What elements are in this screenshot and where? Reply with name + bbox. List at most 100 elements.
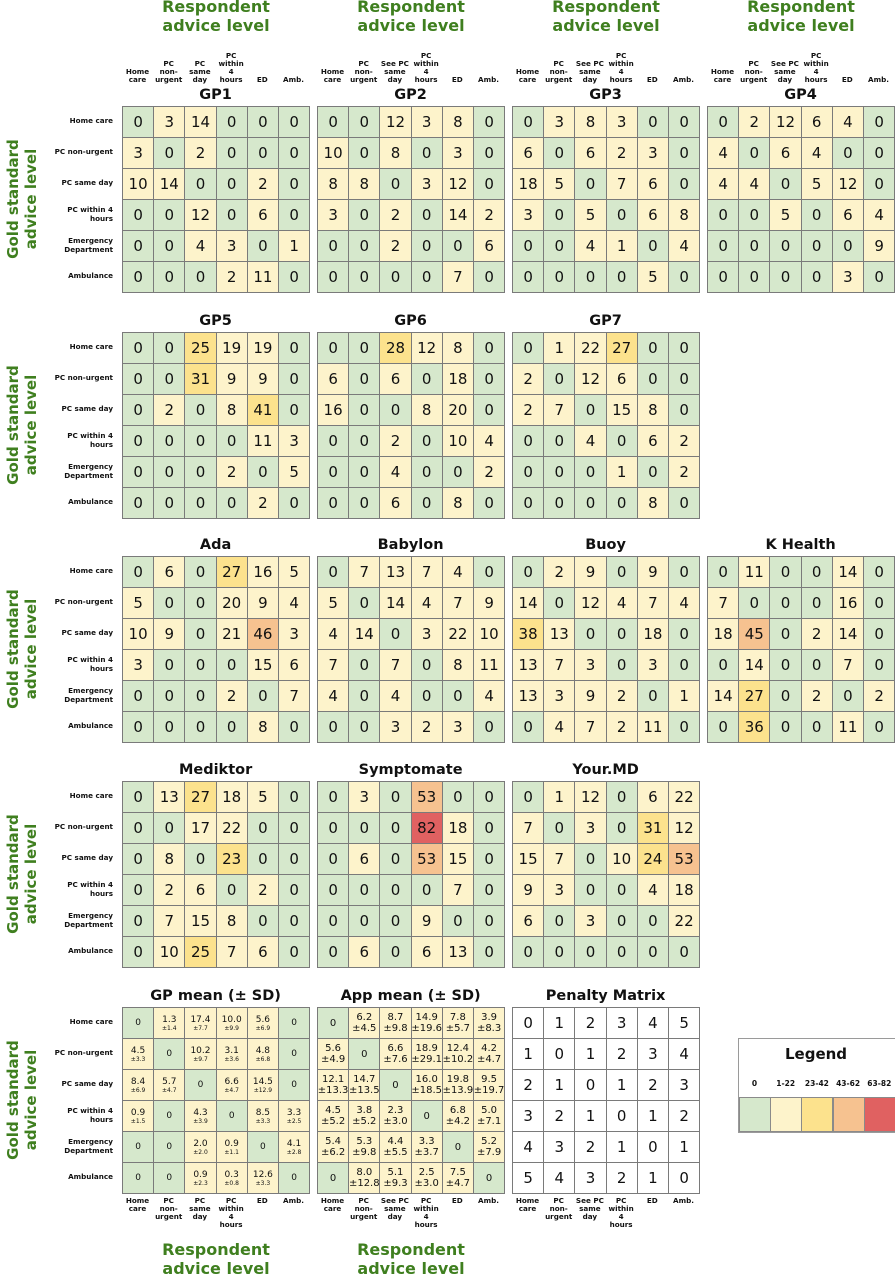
heatmap-cell: 0 bbox=[441, 905, 474, 937]
penalty-cell: 1 bbox=[574, 1100, 607, 1132]
cell-value: 4 bbox=[453, 563, 463, 581]
cell-value: 0 bbox=[421, 237, 432, 255]
heatmap-cell: 1 bbox=[278, 230, 311, 262]
cell-value: 0 bbox=[718, 563, 728, 581]
cell-value: 5 bbox=[648, 268, 658, 286]
heatmap-cell: 0 bbox=[348, 456, 381, 488]
cell-value: 2 bbox=[811, 625, 822, 643]
heatmap-cell: 7 bbox=[153, 905, 186, 937]
cell-value: 0 bbox=[226, 656, 237, 674]
cell-mean: 6.8 bbox=[449, 1105, 466, 1116]
heatmap-cell: 0 bbox=[153, 425, 186, 457]
text-line: within bbox=[803, 59, 829, 68]
heatmap-cell: 14 bbox=[348, 618, 381, 650]
matrix-title: K Health bbox=[765, 537, 836, 553]
text-line: Home care bbox=[69, 1017, 113, 1027]
cell-sd: ±9.8 bbox=[383, 1023, 408, 1034]
text-line: same bbox=[189, 1204, 211, 1213]
text-line: PC bbox=[358, 59, 369, 68]
cell-value: 0 bbox=[648, 687, 658, 705]
cell-value: 2 bbox=[195, 144, 206, 162]
cell-value: 2 bbox=[616, 1169, 627, 1187]
heatmap-cell: 53 bbox=[668, 843, 701, 875]
cell-value: 0 bbox=[164, 237, 175, 255]
heatmap-cell: 0 bbox=[122, 394, 155, 426]
cell-stack: 0 bbox=[330, 1173, 336, 1184]
cell-value: 6 bbox=[648, 206, 658, 224]
cell-value: 0 bbox=[484, 563, 494, 581]
cell-value: 0 bbox=[523, 463, 533, 481]
cell-value: 2 bbox=[226, 687, 237, 705]
text-line: See PC bbox=[575, 59, 604, 68]
text-line: Respondent bbox=[357, 0, 465, 16]
cell-value: 0 bbox=[874, 625, 884, 643]
heatmap-cell: 0 bbox=[543, 199, 576, 231]
heatmap-cell: 1 bbox=[605, 230, 638, 262]
heatmap-cell: 0 bbox=[863, 137, 895, 169]
text-line: Department bbox=[64, 694, 113, 704]
heatmap-cell: 0 bbox=[473, 332, 506, 364]
cell-value: 6 bbox=[648, 432, 658, 450]
heatmap-cell: 0 bbox=[543, 812, 576, 844]
heatmap-cell: 0 bbox=[605, 874, 638, 906]
cell-sd: ±18.5 bbox=[411, 1085, 443, 1096]
heatmap-cell: 0 bbox=[473, 487, 506, 519]
cell-value: 0 bbox=[749, 144, 760, 162]
heatmap-cell: 0 bbox=[574, 456, 607, 488]
text-line: care bbox=[323, 1204, 342, 1213]
heatmap-cell: 0 bbox=[278, 905, 311, 937]
cell-mean: 0 bbox=[166, 1049, 173, 1059]
text-line: day bbox=[192, 1212, 208, 1221]
heatmap-cell: 19 bbox=[215, 332, 248, 364]
heatmap-cell: 8 bbox=[215, 905, 248, 937]
cell-value: 0 bbox=[484, 370, 494, 388]
text-line: advice level bbox=[747, 16, 855, 35]
heatmap-cell: 0 bbox=[379, 261, 412, 293]
cell-value: 0 bbox=[289, 819, 299, 837]
heatmap-cell: 0 bbox=[605, 812, 638, 844]
cell-value: 0 bbox=[648, 912, 658, 930]
cell-value: 0 bbox=[133, 237, 143, 255]
cell-value: 0 bbox=[328, 339, 338, 357]
cell-value: 0 bbox=[585, 943, 596, 961]
cell-value: 2 bbox=[616, 1045, 627, 1063]
cell-value: 3 bbox=[585, 656, 596, 674]
cell-value: 0 bbox=[289, 718, 299, 736]
text-line: Gold standard bbox=[4, 365, 22, 485]
cell-value: 0 bbox=[679, 656, 689, 674]
column-header: PC non-urgent bbox=[738, 60, 770, 84]
penalty-cell: 2 bbox=[668, 1100, 701, 1132]
cell-value: 0 bbox=[133, 370, 143, 388]
heatmap-cell: 5 bbox=[317, 587, 350, 619]
cell-value: 7 bbox=[453, 881, 463, 899]
cell-stack: 0.9 ±1.1 bbox=[224, 1139, 239, 1156]
cell-value: 17 bbox=[190, 819, 211, 837]
heatmap-cell: 8 bbox=[636, 487, 669, 519]
heatmap-cell: 6.8 ±4.2 bbox=[441, 1100, 474, 1132]
text-line: hours bbox=[90, 1114, 113, 1124]
cell-value: 12 bbox=[448, 175, 468, 193]
heatmap-cell: 0 bbox=[512, 456, 545, 488]
heatmap-cell: 0.9 ±1.1 bbox=[215, 1131, 248, 1163]
column-header: Home care bbox=[317, 1197, 349, 1213]
cell-sd: ±9.3 bbox=[383, 1178, 408, 1189]
heatmap-cell: 0 bbox=[153, 711, 186, 743]
heatmap-cell: 7 bbox=[543, 649, 576, 681]
heatmap-cell: 0 bbox=[636, 905, 669, 937]
cell-sd: ±1.5 bbox=[130, 1117, 146, 1125]
cell-sd: ±0.8 bbox=[224, 1179, 239, 1187]
cell-stack: 4.5 ±5.2 bbox=[321, 1105, 345, 1127]
heatmap-cell: 0 bbox=[473, 781, 506, 813]
cell-value: 18 bbox=[518, 175, 538, 193]
heatmap-cell: 0 bbox=[317, 456, 350, 488]
text-line: hours bbox=[90, 888, 113, 898]
cell-value: 0 bbox=[523, 432, 533, 450]
text-line: PC bbox=[810, 51, 822, 60]
cell-value: 0 bbox=[648, 339, 658, 357]
cell-value: 2 bbox=[226, 463, 237, 481]
cell-value: 0 bbox=[133, 943, 143, 961]
penalty-cell: 2 bbox=[605, 1162, 638, 1194]
penalty-cell: 2 bbox=[636, 1069, 669, 1101]
matrix-title: Symptomate bbox=[358, 762, 463, 778]
cell-value: 0 bbox=[195, 401, 206, 419]
